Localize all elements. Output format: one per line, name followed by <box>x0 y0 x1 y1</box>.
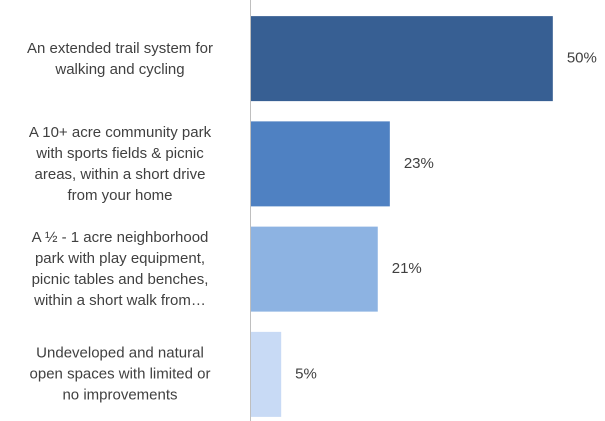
value-label: 5% <box>295 365 317 382</box>
category-label: A ½ - 1 acre neighborhood park with play… <box>31 229 209 310</box>
bar <box>251 121 390 207</box>
category-label: Undeveloped and natural open spaces with… <box>29 344 211 404</box>
value-label: 23% <box>404 155 434 172</box>
bar <box>251 226 378 312</box>
value-label: 21% <box>392 260 422 277</box>
category-label: An extended trail system for walking and… <box>27 39 213 78</box>
value-label: 50% <box>567 50 597 67</box>
bar <box>251 331 282 417</box>
category-label: A 10+ acre community park with sports fi… <box>28 123 212 204</box>
bar <box>251 16 553 102</box>
